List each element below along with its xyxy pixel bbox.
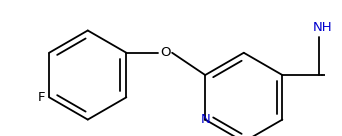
Text: NH: NH (313, 21, 332, 34)
Text: F: F (38, 91, 46, 104)
Text: O: O (160, 46, 170, 59)
Text: N: N (200, 113, 210, 126)
